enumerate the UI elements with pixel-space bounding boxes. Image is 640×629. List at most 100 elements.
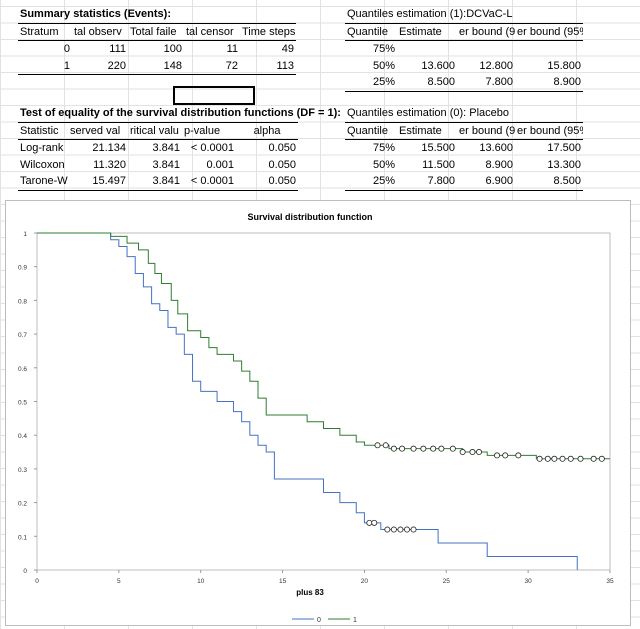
table-header[interactable]: tal observ	[72, 22, 128, 41]
survival-chart[interactable]: Survival distribution function 0 0.1 0.2 0.…	[5, 200, 631, 626]
table-cell[interactable]: 13.300	[547, 158, 582, 171]
table-cell[interactable]: 13.600	[479, 142, 513, 155]
table-header[interactable]: Total faile	[128, 22, 184, 41]
table-cell[interactable]: 11.500	[422, 158, 455, 171]
table-row: 50% 11.500 8.900 13.300	[345, 157, 583, 174]
censored-marker-1	[544, 455, 551, 462]
selected-cell[interactable]	[173, 86, 255, 105]
table-header[interactable]: Stratum	[18, 22, 72, 41]
table-cell[interactable]: 15.500	[421, 142, 455, 155]
table-cell[interactable]: 15.800	[547, 59, 582, 72]
table-cell[interactable]: 13.600	[421, 59, 455, 72]
table-cell[interactable]	[397, 41, 457, 58]
table-row: 75% 15.500 13.600 17.500	[345, 140, 583, 157]
table-cell[interactable]: 7.800	[397, 173, 457, 191]
table-cell[interactable]: 25%	[345, 74, 397, 92]
table-cell[interactable]: 12.800	[479, 59, 513, 72]
table-header[interactable]: alpha	[236, 121, 299, 140]
table-cell[interactable]: 0	[63, 43, 70, 56]
table-cell[interactable]: 148	[128, 57, 184, 75]
table-header[interactable]: Statistic	[18, 121, 68, 140]
table-header[interactable]: Time steps	[240, 22, 296, 41]
table-cell[interactable]: 75%	[372, 142, 395, 155]
table-header[interactable]: er bound (95%)	[515, 22, 584, 41]
table-cell[interactable]	[515, 41, 583, 58]
table-cell[interactable]: 8.900	[515, 74, 584, 92]
y-tick-label: 0.5	[18, 400, 27, 407]
censored-marker-1	[374, 442, 381, 449]
table-cell[interactable]: < 0.0001	[182, 173, 236, 191]
table-cell[interactable]: 3.841	[152, 158, 180, 171]
table-cell[interactable]: 3.841	[128, 173, 182, 191]
table-cell[interactable]: 17.500	[547, 142, 582, 155]
table-cell[interactable]: Log-rank	[20, 142, 64, 155]
table-cell[interactable]: 49	[281, 43, 294, 56]
table-cell[interactable]: 11.320	[93, 158, 126, 171]
summary-statistics-title: Summary statistics (Events):	[20, 8, 171, 21]
y-tick-label: 0.8	[18, 298, 27, 305]
table-cell[interactable]: 15.497	[68, 173, 128, 191]
censored-marker-1	[577, 455, 584, 462]
censored-marker-1	[382, 442, 389, 449]
table-header[interactable]: er bound (9	[457, 121, 515, 140]
summary-statistics-table: Summary statistics (Events): Stratum tal…	[18, 6, 296, 75]
table-header[interactable]: Quantile	[345, 121, 397, 140]
series-line-1	[37, 232, 610, 460]
table-cell[interactable]	[457, 41, 515, 58]
censored-marker-1	[551, 455, 558, 462]
censored-marker-1	[494, 452, 501, 459]
table-cell[interactable]: 50%	[372, 59, 395, 72]
table-header[interactable]: Estimate	[397, 121, 457, 140]
censored-marker-1	[459, 449, 466, 456]
y-tick-label: 0.7	[18, 332, 27, 339]
table-header[interactable]: tal censor	[184, 22, 240, 41]
table-cell[interactable]: 220	[72, 57, 128, 75]
table-header[interactable]: er bound (95%)	[515, 121, 584, 140]
quantiles-0-table: Quantiles estimation (0): Placebo Quanti…	[345, 105, 584, 191]
censored-marker-1	[567, 455, 574, 462]
table-cell[interactable]: 8.500	[515, 173, 584, 191]
table-header[interactable]: p-value	[182, 121, 236, 140]
survival-chart-svg: Survival distribution function 0 0.1 0.2 0.…	[18, 212, 614, 624]
y-tick-label: 0.4	[18, 433, 27, 440]
table-cell[interactable]: 3.841	[152, 142, 180, 155]
table-cell[interactable]: 8.900	[485, 158, 513, 171]
table-header[interactable]: er bound (9	[457, 22, 515, 41]
table-cell[interactable]: 21.134	[92, 142, 126, 155]
table-cell[interactable]: 100	[163, 43, 182, 56]
table-cell[interactable]: 75%	[372, 43, 395, 56]
legend-label-1: 1	[353, 617, 357, 624]
table-row: 25% 8.500 7.800 8.900	[345, 74, 584, 92]
table-cell[interactable]: 113	[240, 57, 296, 75]
table-header[interactable]: served val	[68, 121, 128, 140]
y-axis: 0 0.1 0.2 0.3 0.4 0.5 0.6 0.7 0.8 0.9 1	[18, 231, 37, 575]
censored-marker-1	[469, 449, 476, 456]
table-cell[interactable]: 7.800	[457, 74, 515, 92]
table-cell[interactable]: 1	[18, 57, 72, 75]
table-cell[interactable]: Wilcoxon	[20, 158, 65, 171]
table-cell[interactable]: 11	[226, 43, 238, 56]
table-cell[interactable]: 0.050	[236, 173, 299, 191]
table-header[interactable]: ritical valu	[128, 121, 182, 140]
censored-marker-0	[366, 519, 373, 526]
table-cell[interactable]: 6.900	[457, 173, 515, 191]
table-cell[interactable]: Tarone-W	[18, 173, 68, 191]
censored-marker-1	[515, 452, 522, 459]
table-cell[interactable]: 111	[109, 43, 126, 56]
censored-marker-0	[403, 526, 410, 533]
table-cell[interactable]: 25%	[345, 173, 397, 191]
table-cell[interactable]: < 0.0001	[190, 142, 234, 155]
table-cell[interactable]: 72	[184, 57, 240, 75]
table-cell[interactable]: 8.500	[397, 74, 457, 92]
x-tick-label: 10	[197, 578, 205, 585]
censored-marker-0	[410, 526, 417, 533]
table-cell[interactable]: 0.050	[268, 142, 297, 155]
table-cell[interactable]: 50%	[372, 158, 395, 171]
table-cell[interactable]: 0.001	[206, 158, 234, 171]
y-tick-label: 0.2	[18, 501, 27, 508]
table-header[interactable]: Estimate	[397, 22, 457, 41]
table-cell[interactable]: 0.050	[268, 158, 297, 171]
y-tick-label: 0.3	[18, 467, 27, 474]
table-header[interactable]: Quantile	[345, 22, 397, 41]
y-tick-label: 0.1	[18, 534, 27, 541]
